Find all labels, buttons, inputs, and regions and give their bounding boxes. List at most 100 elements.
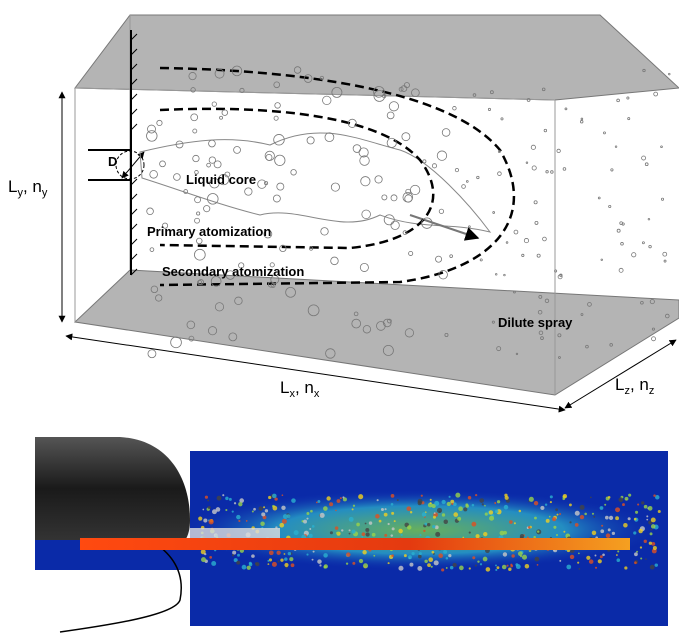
decoration [533,536,536,539]
simulation-image [35,437,668,632]
decoration [563,168,566,171]
decoration [266,154,272,160]
decoration [624,566,627,569]
decoration [352,530,356,534]
decoration [625,497,629,501]
decoration [540,506,544,510]
decoration [366,532,370,536]
decoration [335,526,339,530]
decoration [497,566,500,569]
decoration [313,551,315,553]
decoration [628,494,631,497]
decoration [147,208,154,215]
decoration [394,520,396,522]
decoration [194,249,205,260]
decoration [229,498,232,501]
decoration [410,511,412,513]
decoration [532,166,536,170]
decoration [449,496,451,498]
decoration [284,557,287,560]
decoration [384,215,394,225]
decoration [306,553,308,555]
decoration [432,164,436,168]
decoration [289,557,293,561]
decoration [259,506,263,510]
decoration [598,197,600,199]
decoration [498,150,500,152]
decoration [450,255,453,258]
decoration [442,129,450,137]
decoration [618,497,623,502]
decoration [595,567,597,569]
decoration [514,230,518,234]
dilute-label: Dilute spray [498,315,573,330]
decoration [586,556,590,560]
decoration [427,563,431,567]
decoration [362,210,371,219]
decoration [434,501,439,506]
decoration [234,502,236,504]
decoration [468,496,471,499]
decoration [242,565,247,570]
figure: D Liquid core Primary atomization Second… [0,0,679,636]
decoration [329,502,333,506]
decoration [310,510,313,513]
decoration [252,511,254,513]
decoration [236,515,240,519]
decoration [652,337,656,341]
decoration [150,170,158,178]
decoration [232,554,234,556]
decoration [651,524,656,529]
decoration [157,120,162,125]
decoration [475,494,477,496]
decoration [282,494,284,496]
decoration [427,523,430,526]
decoration [495,510,499,514]
decoration [198,517,202,521]
decoration [642,156,646,160]
decoration [211,561,216,566]
decoration [506,565,508,567]
decoration [418,501,422,505]
diameter-label: D [108,154,117,169]
decoration [324,564,328,568]
decoration [623,523,628,528]
decoration [360,263,368,271]
decoration [150,248,154,252]
decoration [556,534,558,536]
decoration [579,568,581,570]
decoration [636,551,638,553]
decoration [634,561,637,564]
decoration [463,507,467,511]
decoration [522,555,527,560]
decoration [442,500,446,504]
decoration [363,563,368,568]
decoration [508,568,511,571]
decoration [465,503,468,506]
decoration [600,555,603,558]
decoration [362,532,366,536]
decoration [598,559,602,563]
decoration [455,493,460,498]
decoration [433,516,436,519]
decoration [148,350,156,358]
decoration [232,511,234,513]
decoration [377,499,379,501]
decoration [422,512,427,517]
decoration [369,521,372,524]
decoration [249,562,252,565]
decoration [284,563,288,567]
decoration [428,557,433,562]
decoration [430,499,432,501]
decoration [602,553,605,556]
decoration [422,218,433,229]
decoration [424,523,427,526]
decoration [592,531,596,535]
decoration [309,534,313,538]
decoration [471,522,476,527]
decoration [352,508,354,510]
decoration [472,556,475,559]
decoration [650,532,653,535]
decoration [303,520,307,524]
decoration [509,520,513,524]
